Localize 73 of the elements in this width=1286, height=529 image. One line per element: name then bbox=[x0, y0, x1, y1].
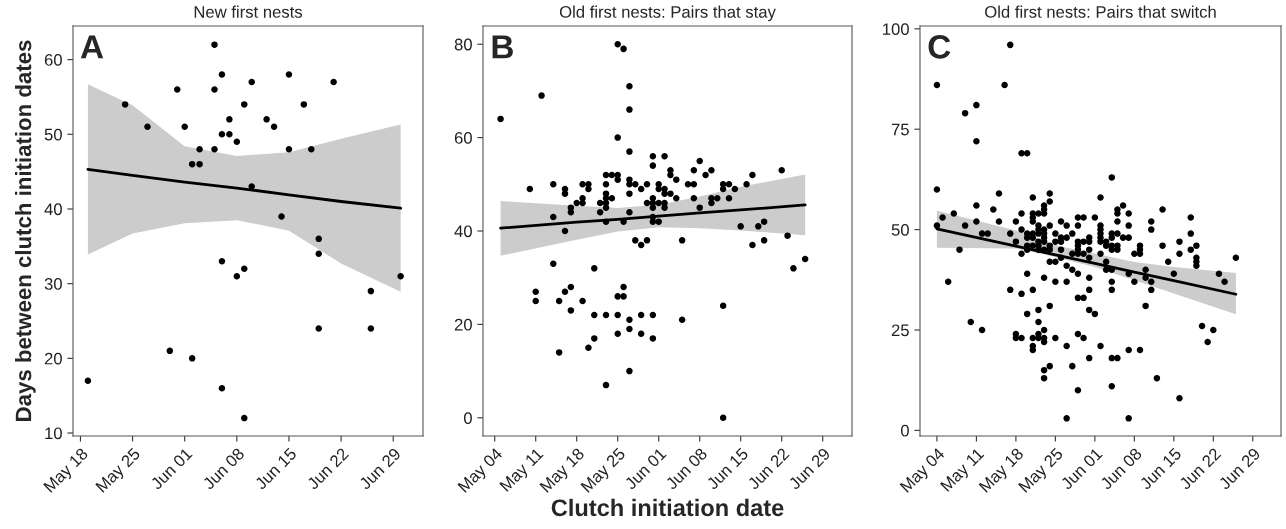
point bbox=[166, 347, 174, 355]
point bbox=[211, 41, 218, 48]
point bbox=[300, 101, 308, 108]
point bbox=[285, 145, 293, 153]
x-tick-label: Jun 22 bbox=[306, 447, 350, 491]
x-tick-label: Jun 15 bbox=[254, 447, 298, 491]
point bbox=[241, 101, 248, 108]
chart-title: New first nests bbox=[194, 5, 303, 18]
annotation: A bbox=[80, 35, 104, 59]
y-tick-label: 40 bbox=[454, 225, 472, 238]
y-tick-label: 80 bbox=[454, 38, 472, 51]
y-tick-label: 30 bbox=[44, 278, 62, 290]
point bbox=[218, 384, 226, 392]
point bbox=[263, 116, 270, 123]
point bbox=[121, 101, 129, 108]
point bbox=[226, 131, 233, 138]
point bbox=[233, 138, 241, 146]
y-tick-label: 75 bbox=[891, 123, 909, 136]
chart-title: Old first nests: Pairs that stay bbox=[559, 5, 776, 22]
point bbox=[397, 272, 404, 280]
y-tick-label: 20 bbox=[44, 352, 62, 365]
line-series bbox=[86, 168, 403, 210]
y-tick-label: 0 bbox=[463, 412, 472, 424]
point bbox=[181, 123, 188, 131]
point bbox=[241, 414, 248, 422]
y-tick-label: 60 bbox=[44, 54, 62, 66]
point bbox=[241, 265, 248, 272]
y-tick-label: 40 bbox=[44, 203, 62, 216]
x-tick-label: May 25 bbox=[95, 447, 144, 496]
annotation: C bbox=[928, 35, 951, 59]
y-tick-label: 50 bbox=[44, 128, 62, 141]
y-tick-label: 0 bbox=[900, 424, 909, 437]
point bbox=[174, 86, 181, 93]
x-tick-label: May 18 bbox=[43, 447, 91, 496]
point bbox=[315, 250, 322, 258]
y-axis-title: Days between clutch initiation dates bbox=[15, 40, 36, 421]
point bbox=[218, 257, 226, 265]
point bbox=[211, 145, 218, 153]
chart-title: Old first nests: Pairs that switch bbox=[985, 5, 1216, 18]
point bbox=[188, 160, 196, 168]
point bbox=[84, 377, 92, 384]
y-tick-label: 60 bbox=[454, 132, 472, 144]
point bbox=[308, 145, 315, 153]
point bbox=[315, 325, 322, 332]
point bbox=[218, 131, 226, 138]
point bbox=[315, 235, 322, 243]
x-tick-label: Jun 08 bbox=[201, 447, 245, 491]
x-tick-label: Jun 29 bbox=[358, 447, 402, 491]
point bbox=[188, 355, 196, 362]
point bbox=[196, 145, 203, 153]
point bbox=[248, 183, 255, 190]
point bbox=[367, 325, 375, 332]
line-series bbox=[499, 203, 807, 230]
point bbox=[226, 116, 233, 123]
point bbox=[367, 287, 375, 295]
point bbox=[285, 71, 293, 78]
y-tick-label: 25 bbox=[891, 324, 909, 337]
y-tick-label: 100 bbox=[883, 23, 909, 36]
y-tick-label: 10 bbox=[45, 427, 62, 440]
point bbox=[270, 123, 278, 131]
x-axis-title: Clutch initiation date bbox=[551, 498, 784, 517]
point bbox=[233, 272, 241, 280]
point bbox=[211, 86, 218, 93]
y-tick-label: 20 bbox=[454, 318, 472, 331]
point bbox=[144, 123, 151, 131]
point bbox=[218, 71, 226, 78]
point bbox=[196, 160, 203, 168]
point bbox=[330, 78, 337, 86]
x-tick-label: Jun 01 bbox=[149, 447, 193, 491]
y-tick-label: 50 bbox=[891, 224, 909, 236]
point bbox=[278, 213, 285, 220]
annotation: B bbox=[492, 35, 513, 59]
point bbox=[248, 78, 255, 86]
